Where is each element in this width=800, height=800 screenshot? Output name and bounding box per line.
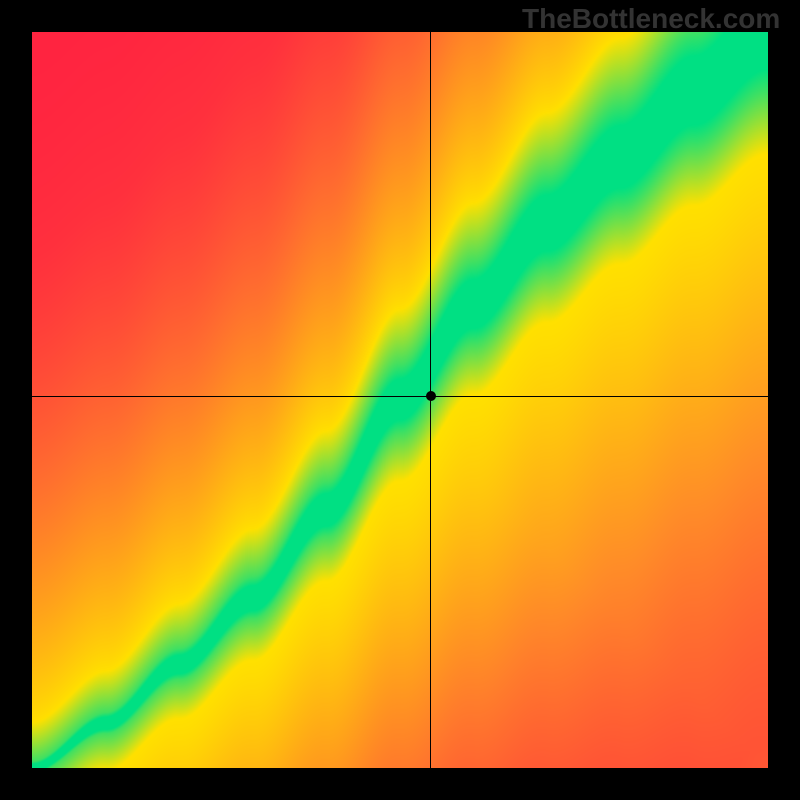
watermark-text: TheBottleneck.com (522, 3, 780, 35)
crosshair-horizontal-line (32, 396, 768, 397)
bottleneck-heatmap (32, 32, 768, 768)
